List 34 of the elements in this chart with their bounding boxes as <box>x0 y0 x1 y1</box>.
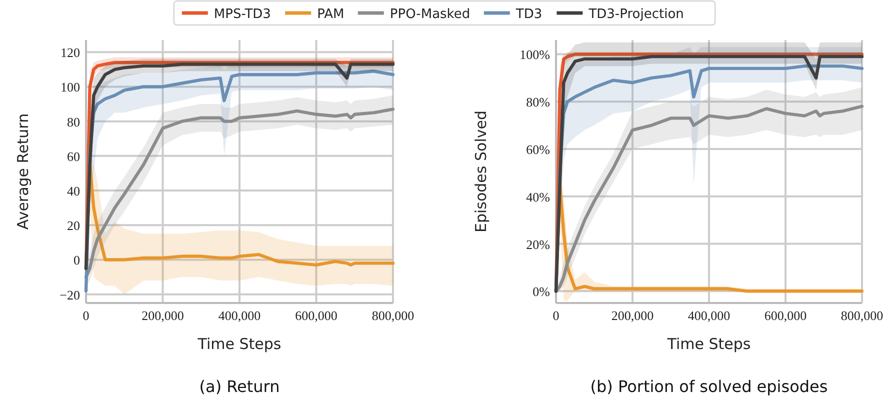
y-tick-label: 40 <box>67 184 80 199</box>
legend-label: PAM <box>317 7 344 22</box>
y-tick-label: 40% <box>526 189 550 204</box>
y-tick-label: 60% <box>526 142 550 157</box>
y-tick-label: 20 <box>67 218 80 234</box>
x-tick-label: 800,000 <box>372 308 414 323</box>
x-tick-label: 0 <box>82 308 90 323</box>
y-tick-label: 80% <box>526 94 550 110</box>
y-tick-label: −20 <box>60 287 80 302</box>
x-tick-label: 800,000 <box>840 308 884 323</box>
x-axis-title: Time Steps <box>666 335 751 353</box>
y-tick-label: 80 <box>67 114 80 130</box>
x-axis-title: Time Steps <box>196 335 282 353</box>
legend-label: TD3-Projection <box>588 7 684 22</box>
y-axis-title: Episodes Solved <box>472 110 490 232</box>
legend-label: PPO-Masked <box>390 7 470 22</box>
y-tick-label: 0% <box>532 284 550 300</box>
x-tick-label: 600,000 <box>295 308 338 323</box>
legend-label: MPS-TD3 <box>214 7 271 22</box>
x-tick-label: 400,000 <box>218 308 261 323</box>
y-tick-label: 60 <box>67 148 80 164</box>
y-tick-label: 120 <box>60 45 80 60</box>
text: (b) Portion of solved episodes <box>590 377 828 396</box>
text: (a) Return <box>199 377 280 396</box>
y-tick-label: 100 <box>60 80 80 95</box>
y-tick-label: 0 <box>74 252 80 268</box>
y-tick-label: 100% <box>520 47 550 62</box>
y-tick-label: 20% <box>526 236 550 252</box>
x-tick-label: 200,000 <box>611 308 654 323</box>
x-tick-label: 600,000 <box>764 308 807 323</box>
x-tick-label: 200,000 <box>142 308 184 323</box>
legend-label: TD3 <box>514 7 542 22</box>
y-axis-title: Average Return <box>14 113 32 230</box>
x-tick-label: 400,000 <box>688 308 730 323</box>
